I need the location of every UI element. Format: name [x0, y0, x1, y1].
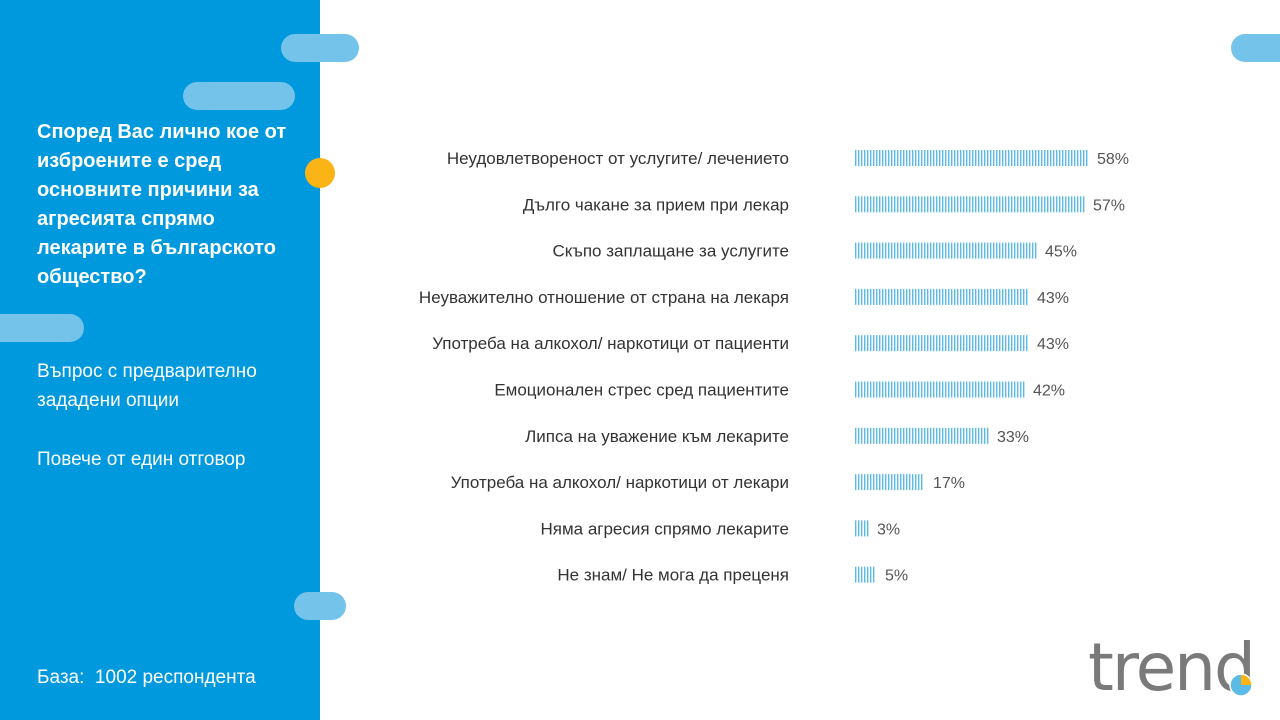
- decor-pill: [1231, 34, 1280, 62]
- sidebar-panel: Според Вас лично кое от изброените е сре…: [0, 0, 359, 720]
- bar: [855, 427, 989, 444]
- category-label: Неуважително отношение от страна на лека…: [419, 288, 789, 307]
- value-label: 42%: [1033, 383, 1065, 400]
- bar: [855, 335, 1028, 352]
- question-type-note: Въпрос с предварително зададени опции: [37, 361, 257, 411]
- category-label: Емоционален стрес сред пациентите: [494, 381, 789, 400]
- category-label: Неудовлетвореност от услугите/ лечението: [447, 149, 789, 168]
- survey-question: Според Вас лично кое от изброените е сре…: [37, 121, 287, 288]
- decor-pill: [183, 82, 295, 110]
- category-label: Липса на уважение към лекарите: [525, 427, 789, 446]
- sample-base: База: 1002 респондента: [37, 667, 256, 688]
- pie-logo-icon: [1229, 673, 1253, 697]
- decor-pill: [294, 592, 346, 620]
- bar: [855, 381, 1025, 398]
- bar-chart: Неудовлетвореност от услугите/ лечението…: [419, 149, 1129, 585]
- bar: [855, 474, 923, 491]
- category-label: Няма агресия спрямо лекарите: [540, 519, 789, 538]
- value-label: 43%: [1037, 290, 1069, 307]
- value-label: 33%: [997, 429, 1029, 446]
- value-label: 3%: [877, 521, 900, 538]
- category-label: Употреба на алкохол/ наркотици от пациен…: [432, 334, 789, 353]
- category-label: Дълго чакане за прием при лекар: [523, 195, 789, 214]
- value-label: 43%: [1037, 336, 1069, 353]
- value-label: 5%: [885, 568, 908, 585]
- bar: [855, 150, 1088, 166]
- accent-dot: [305, 158, 335, 188]
- decor-pill: [281, 34, 359, 62]
- decor-pill: [0, 314, 84, 342]
- category-label: Скъпо заплащане за услугите: [552, 242, 789, 261]
- answer-mode-note: Повече от един отговор: [37, 449, 246, 470]
- bar: [855, 242, 1037, 259]
- bar: [855, 566, 875, 583]
- value-label: 17%: [933, 475, 965, 492]
- value-label: 58%: [1097, 151, 1129, 168]
- value-label: 45%: [1045, 244, 1077, 261]
- category-label: Употреба на алкохол/ наркотици от лекари: [451, 473, 789, 492]
- bar: [855, 520, 869, 537]
- category-label: Не знам/ Не мога да преценя: [557, 566, 789, 585]
- bar: [855, 196, 1085, 213]
- bar: [855, 288, 1028, 305]
- value-label: 57%: [1093, 197, 1125, 214]
- trend-logo: trend: [1088, 629, 1256, 706]
